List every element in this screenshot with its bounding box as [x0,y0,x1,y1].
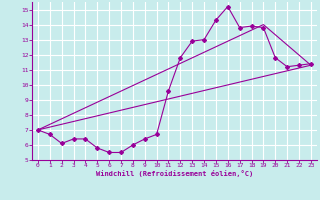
X-axis label: Windchill (Refroidissement éolien,°C): Windchill (Refroidissement éolien,°C) [96,170,253,177]
